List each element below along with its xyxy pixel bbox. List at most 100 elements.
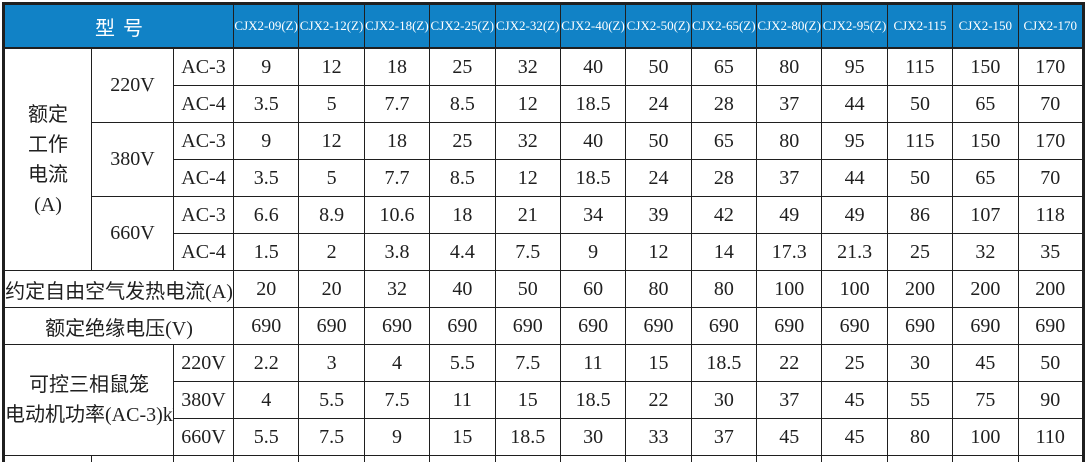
value-cell: 33 bbox=[625, 418, 692, 456]
value-cell: 18.5 bbox=[690, 344, 758, 382]
value-cell: 25 bbox=[821, 344, 888, 382]
value-cell: 11 bbox=[559, 344, 627, 382]
cutoff-row-cell bbox=[755, 455, 823, 462]
cutoff-row-cell bbox=[559, 455, 627, 462]
table-row-motor-power: 380V 4 5.5 7.5 11 15 18.5 22 30 37 45 55 75 90 bbox=[4, 381, 1085, 419]
value-cell: 690 bbox=[886, 307, 954, 345]
value-cell: 50 bbox=[625, 47, 692, 86]
voltage-cell: 660V bbox=[173, 418, 234, 456]
value-cell: 28 bbox=[690, 159, 758, 197]
value-cell: 18 bbox=[429, 196, 496, 234]
duty-category-cell: AC-4 bbox=[173, 233, 234, 271]
value-cell: 2.2 bbox=[232, 344, 300, 382]
model-column-header: CJX2-170 bbox=[1017, 2, 1085, 49]
value-cell: 200 bbox=[1017, 270, 1085, 308]
value-cell: 32 bbox=[494, 122, 561, 160]
model-column-header: CJX2-09(Z) bbox=[232, 2, 300, 49]
value-cell: 80 bbox=[755, 122, 823, 160]
value-cell: 22 bbox=[625, 381, 692, 419]
value-cell: 37 bbox=[755, 85, 823, 123]
value-cell: 11 bbox=[429, 381, 496, 419]
value-cell: 95 bbox=[821, 122, 888, 160]
value-cell: 12 bbox=[494, 85, 561, 123]
cutoff-row-cell bbox=[429, 455, 496, 462]
table-row-rated-current: AC-4 3.5 5 7.7 8.5 12 18.5 24 28 37 44 50 65 70 bbox=[4, 85, 1085, 123]
value-cell: 8.5 bbox=[429, 85, 496, 123]
value-cell: 65 bbox=[690, 47, 758, 86]
value-cell: 690 bbox=[952, 307, 1019, 345]
section-label-line: 可控三相鼠笼 bbox=[29, 374, 149, 396]
value-cell: 12 bbox=[494, 159, 561, 197]
value-cell: 32 bbox=[952, 233, 1019, 271]
value-cell: 6.6 bbox=[232, 196, 300, 234]
voltage-cell: 380V bbox=[91, 122, 174, 197]
value-cell: 80 bbox=[625, 270, 692, 308]
value-cell: 18 bbox=[363, 47, 431, 86]
section-label-line: 额定 bbox=[28, 103, 68, 126]
value-cell: 37 bbox=[755, 159, 823, 197]
value-cell: 65 bbox=[690, 122, 758, 160]
cutoff-row-cell bbox=[363, 455, 431, 462]
duty-category-cell: AC-3 bbox=[173, 122, 234, 160]
value-cell: 50 bbox=[494, 270, 561, 308]
value-cell: 44 bbox=[821, 85, 888, 123]
cutoff-partial-row bbox=[2, 455, 1085, 462]
section-label-thermal-current: 约定自由空气发热电流(A) bbox=[2, 270, 234, 308]
value-cell: 150 bbox=[952, 122, 1019, 160]
value-cell: 65 bbox=[952, 159, 1019, 197]
value-cell: 15 bbox=[494, 381, 561, 419]
table-header-row: 型号 CJX2-09(Z) CJX2-12(Z) CJX2-18(Z) CJX2-25(… bbox=[2, 2, 1085, 49]
cutoff-row-cell bbox=[232, 455, 300, 462]
value-cell: 35 bbox=[1017, 233, 1085, 271]
value-cell: 5.5 bbox=[298, 381, 365, 419]
value-cell: 40 bbox=[429, 270, 496, 308]
value-cell: 100 bbox=[755, 270, 823, 308]
value-cell: 40 bbox=[559, 122, 627, 160]
value-cell: 17.3 bbox=[755, 233, 823, 271]
value-cell: 690 bbox=[363, 307, 431, 345]
table-row-insulation-voltage: 额定绝缘电压(V) 690 690 690 690 690 690 690 690 690 690 6… bbox=[2, 307, 1085, 345]
value-cell: 80 bbox=[755, 47, 823, 86]
value-cell: 9 bbox=[363, 418, 431, 456]
value-cell: 80 bbox=[886, 418, 954, 456]
duty-category-cell: AC-3 bbox=[173, 47, 234, 86]
cutoff-row-cell bbox=[494, 455, 561, 462]
value-cell: 44 bbox=[821, 159, 888, 197]
model-column-header: CJX2-115 bbox=[886, 2, 954, 49]
section-label-motor-power: 可控三相鼠笼 电动机功率(AC-3)kW bbox=[2, 344, 174, 456]
section-label-rated-current: 额定 工作 电流 (A) bbox=[2, 47, 92, 271]
value-cell: 690 bbox=[625, 307, 692, 345]
value-cell: 7.5 bbox=[494, 233, 561, 271]
value-cell: 25 bbox=[429, 122, 496, 160]
value-cell: 12 bbox=[625, 233, 692, 271]
value-cell: 9 bbox=[559, 233, 627, 271]
value-cell: 80 bbox=[690, 270, 758, 308]
value-cell: 32 bbox=[363, 270, 431, 308]
value-cell: 115 bbox=[886, 122, 954, 160]
value-cell: 690 bbox=[559, 307, 627, 345]
value-cell: 7.7 bbox=[363, 159, 431, 197]
model-column-group-header: 型号 bbox=[2, 2, 234, 49]
value-cell: 690 bbox=[232, 307, 300, 345]
value-cell: 7.5 bbox=[363, 381, 431, 419]
duty-category-cell: AC-3 bbox=[173, 196, 234, 234]
voltage-cell: 660V bbox=[91, 196, 174, 271]
value-cell: 14 bbox=[690, 233, 758, 271]
value-cell: 115 bbox=[886, 47, 954, 86]
value-cell: 25 bbox=[886, 233, 954, 271]
value-cell: 22 bbox=[755, 344, 823, 382]
value-cell: 690 bbox=[298, 307, 365, 345]
table-row-rated-current: 额定 工作 电流 (A) 220V AC-3 9 12 18 25 32 40 50 65 80 95 115 1… bbox=[2, 47, 1085, 271]
voltage-cell: 380V bbox=[173, 381, 234, 419]
value-cell: 50 bbox=[886, 159, 954, 197]
value-cell: 18.5 bbox=[559, 159, 627, 197]
table-header: 型号 CJX2-09(Z) CJX2-12(Z) CJX2-18(Z) CJX2-25(… bbox=[2, 2, 1085, 49]
cutoff-row-cell bbox=[2, 455, 92, 462]
model-column-header: CJX2-12(Z) bbox=[298, 2, 365, 49]
cutoff-row-cell bbox=[952, 455, 1019, 462]
value-cell: 37 bbox=[690, 418, 758, 456]
value-cell: 7.5 bbox=[494, 344, 561, 382]
value-cell: 9 bbox=[232, 47, 300, 86]
value-cell: 37 bbox=[755, 381, 823, 419]
voltage-cell: 220V bbox=[173, 344, 234, 382]
